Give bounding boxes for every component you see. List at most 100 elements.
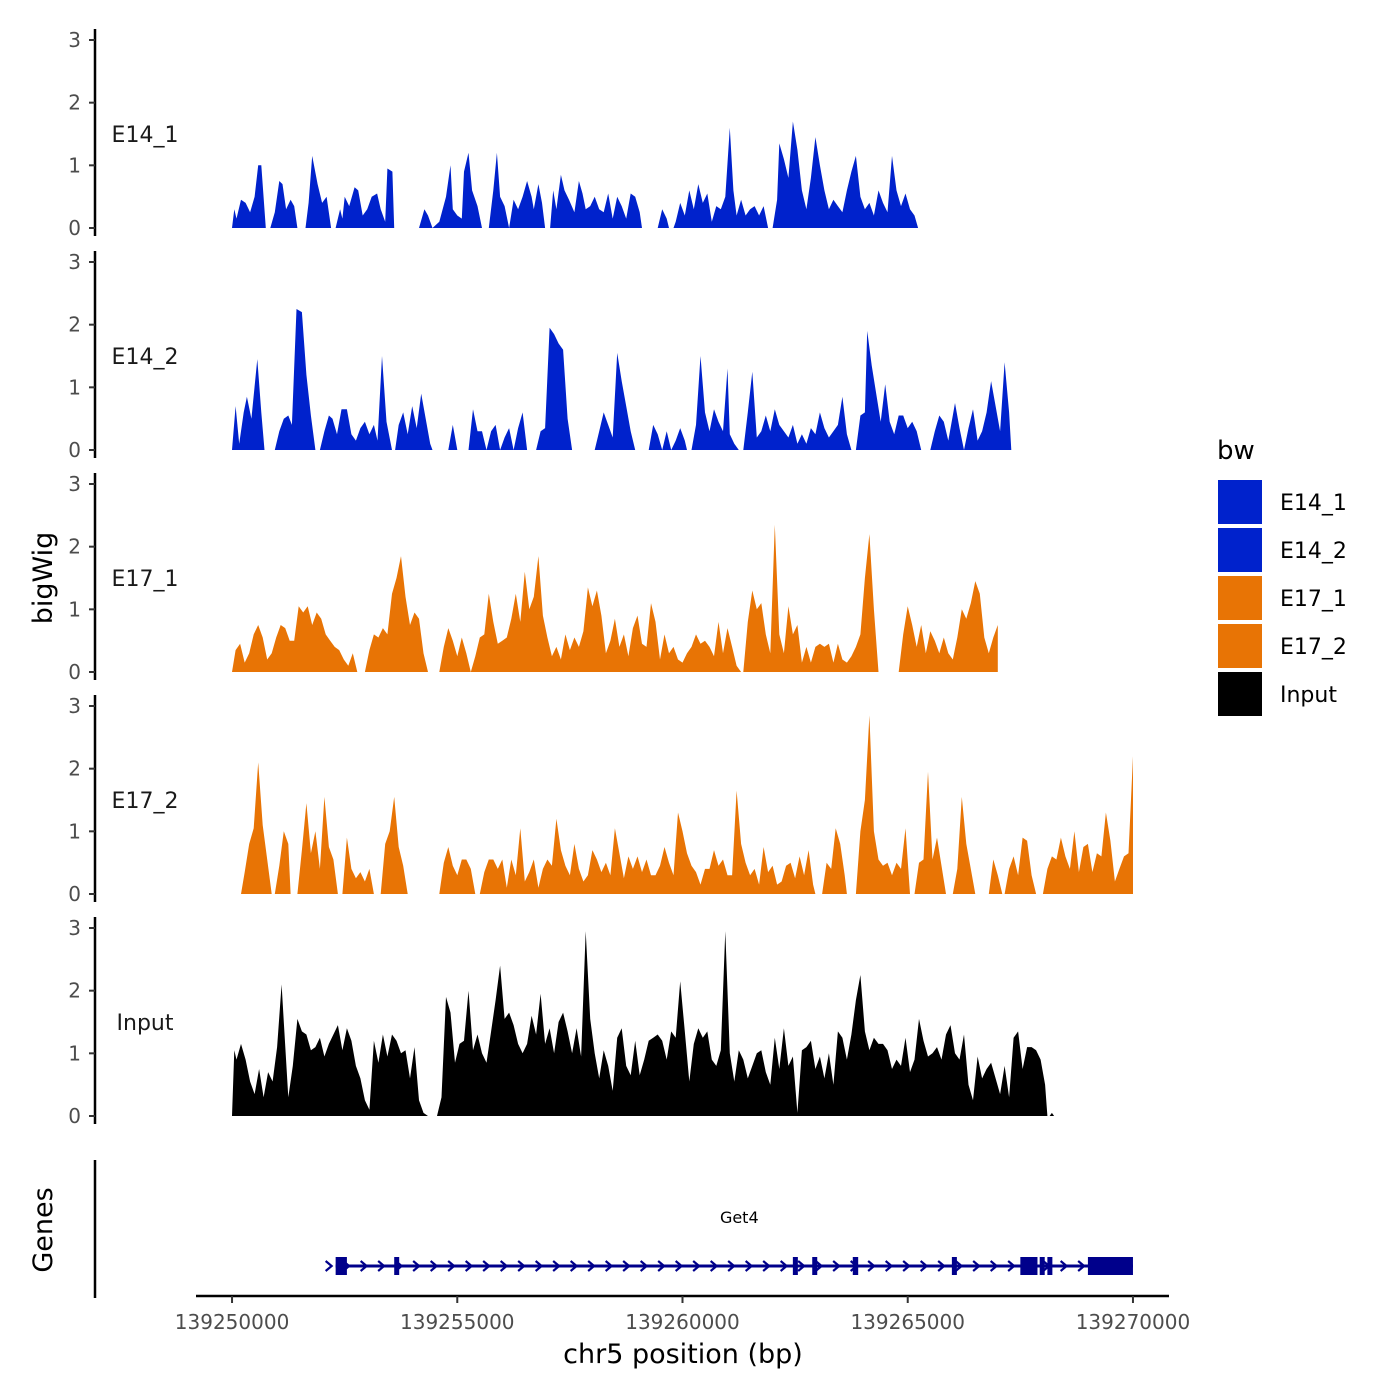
legend-swatch — [1218, 576, 1262, 620]
legend-swatch — [1218, 624, 1262, 668]
strand-arrow — [762, 1260, 771, 1272]
legend: bw E14_1 E14_2 E17_1 E17_2 Input — [1217, 436, 1347, 716]
gene-exon — [1039, 1257, 1045, 1275]
y-tick-label: 1 — [68, 597, 81, 621]
track-label: E14_1 — [112, 123, 179, 148]
y-tick-label: 0 — [68, 882, 81, 906]
strand-arrow — [989, 1260, 999, 1272]
y-tick-label: 3 — [68, 472, 81, 496]
y-tick-label: 2 — [68, 91, 81, 115]
strand-arrow — [937, 1260, 946, 1272]
strand-arrow — [797, 1260, 806, 1272]
strand-arrow — [359, 1260, 369, 1272]
gene-exon — [792, 1257, 798, 1275]
gene-exon — [1020, 1257, 1038, 1275]
y-tick-label: 3 — [68, 694, 81, 718]
genes-panel-title: Genes — [28, 1187, 59, 1272]
strand-arrow — [482, 1260, 491, 1272]
gene-model: Get4 — [324, 1208, 1133, 1275]
coverage-tracks: 0 1 2 3 E14_1 0 1 2 3 E14_2 0 1 2 3 E17_1 0 1 2 3 E17_2 0 1 2 3… — [68, 28, 1133, 1128]
y-tick-label: 0 — [68, 438, 81, 462]
track-label: E17_2 — [112, 789, 179, 814]
track-input: 0 1 2 3 Input — [68, 916, 1055, 1128]
coverage-area-e17-2 — [241, 715, 1133, 894]
y-tick-label: 0 — [68, 216, 81, 240]
track-label: Input — [117, 1011, 174, 1036]
strand-arrow — [552, 1260, 561, 1272]
coverage-area-e14-2 — [232, 309, 1012, 450]
x-axis-title: chr5 position (bp) — [563, 1339, 803, 1370]
strand-arrow — [377, 1260, 386, 1272]
strand-arrow — [517, 1260, 526, 1272]
legend-label: E17_1 — [1280, 587, 1347, 612]
y-tick-label: 0 — [68, 1104, 81, 1128]
strand-arrow — [727, 1260, 736, 1272]
strand-arrow — [1059, 1260, 1069, 1272]
gene-exon — [335, 1257, 347, 1275]
strand-arrow — [499, 1260, 509, 1272]
strand-arrow — [972, 1260, 981, 1272]
strand-arrow — [534, 1260, 544, 1272]
strand-arrow — [604, 1260, 614, 1272]
legend-label: Input — [1280, 683, 1337, 708]
x-axis: 139250000 139255000 139260000 139265000 1392… — [175, 1294, 1191, 1334]
x-tick-label: 139270000 — [1076, 1310, 1191, 1334]
y-tick-label: 3 — [68, 28, 81, 52]
coverage-area-e17-1 — [232, 524, 998, 672]
gene-exon — [1087, 1257, 1133, 1275]
strand-arrow — [674, 1260, 684, 1272]
track-e17-2: 0 1 2 3 E17_2 — [68, 694, 1133, 906]
strand-arrow — [639, 1260, 649, 1272]
legend-title: bw — [1217, 436, 1255, 466]
track-e17-1: 0 1 2 3 E17_1 — [68, 472, 998, 684]
strand-arrow — [709, 1260, 719, 1272]
gene-exon — [1047, 1257, 1053, 1275]
coverage-area-e14-1 — [232, 121, 919, 228]
strand-arrow — [832, 1260, 841, 1272]
legend-swatch — [1218, 480, 1262, 524]
y-tick-label: 1 — [68, 375, 81, 399]
x-tick-label: 139265000 — [850, 1310, 965, 1334]
strand-arrow — [1077, 1260, 1086, 1272]
track-e14-2: 0 1 2 3 E14_2 — [68, 250, 1012, 462]
track-label: E14_2 — [112, 345, 179, 370]
y-axis-title: bigWig — [28, 532, 59, 625]
y-tick-label: 0 — [68, 660, 81, 684]
strand-arrow — [902, 1260, 911, 1272]
legend-label: E17_2 — [1280, 635, 1347, 660]
track-e14-1: 0 1 2 3 E14_1 — [68, 28, 919, 240]
strand-arrow — [412, 1260, 421, 1272]
strand-arrow — [814, 1260, 824, 1272]
legend-swatch — [1218, 528, 1262, 572]
strand-arrow — [657, 1260, 666, 1272]
strand-arrow — [919, 1260, 929, 1272]
gene-label: Get4 — [720, 1208, 759, 1227]
x-tick-label: 139255000 — [400, 1310, 515, 1334]
strand-arrow — [464, 1260, 474, 1272]
strand-arrow — [587, 1260, 596, 1272]
strand-arrow — [569, 1260, 579, 1272]
strand-arrow — [867, 1260, 876, 1272]
gene-exon — [812, 1257, 818, 1275]
y-tick-label: 2 — [68, 979, 81, 1003]
legend-label: E14_1 — [1280, 491, 1347, 516]
strand-arrow — [692, 1260, 701, 1272]
y-tick-label: 1 — [68, 1041, 81, 1065]
y-tick-label: 1 — [68, 153, 81, 177]
strand-arrow — [779, 1260, 789, 1272]
gene-exon — [852, 1257, 859, 1275]
coverage-area-input — [232, 931, 1055, 1116]
strand-arrow — [1007, 1260, 1016, 1272]
y-tick-label: 1 — [68, 819, 81, 843]
x-tick-label: 139260000 — [625, 1310, 740, 1334]
strand-arrow — [744, 1260, 754, 1272]
strand-arrow — [447, 1260, 456, 1272]
strand-arrow — [429, 1260, 439, 1272]
strand-arrow — [884, 1260, 894, 1272]
y-tick-label: 3 — [68, 250, 81, 274]
strand-arrow — [324, 1260, 334, 1272]
strand-arrow — [622, 1260, 631, 1272]
y-tick-label: 2 — [68, 535, 81, 559]
